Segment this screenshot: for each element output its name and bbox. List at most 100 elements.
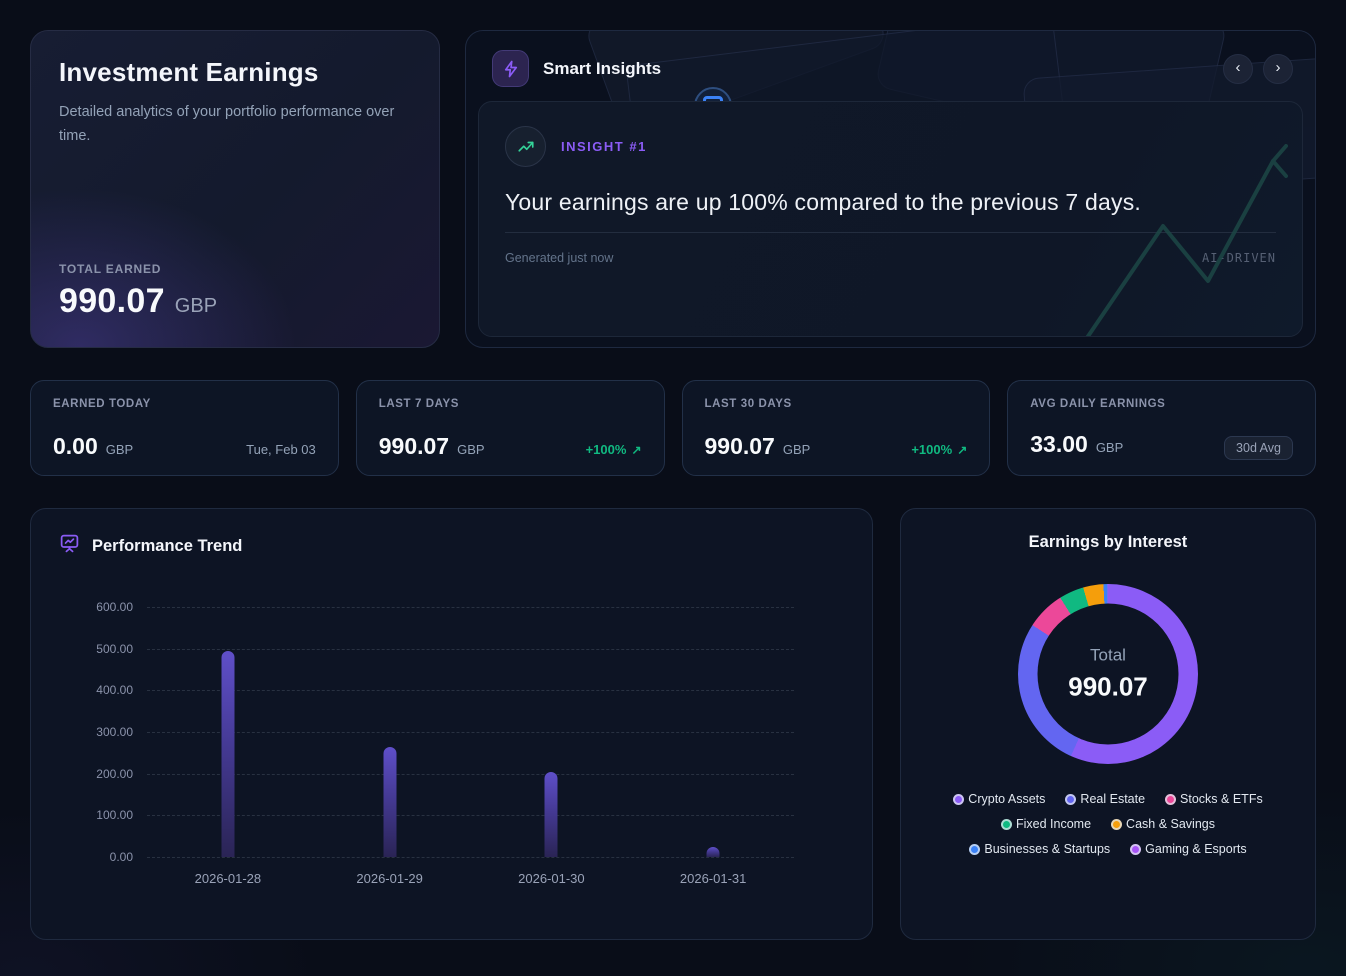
change-percent: +100% — [585, 442, 627, 457]
stat-card-last-7-days: LAST 7 DAYS 990.07 GBP +100% ↗ — [355, 380, 665, 476]
insight-head: INSIGHT #1 — [505, 126, 1276, 167]
top-row: Investment Earnings Detailed analytics o… — [30, 30, 1316, 348]
y-tick-label: 600.00 — [96, 600, 133, 614]
stat-label: LAST 30 DAYS — [704, 398, 792, 410]
bar-column — [147, 607, 309, 857]
y-tick-label: 500.00 — [96, 641, 133, 656]
stat-value: 990.07 — [378, 433, 450, 459]
legend-label: Cash & Savings — [1126, 817, 1215, 831]
total-earned-value-row: 990.07 GBP — [59, 282, 411, 321]
stat-card-avg-daily: AVG DAILY EARNINGS 33.00 GBP 30d Avg — [1007, 380, 1316, 476]
stat-change-positive: +100% ↗ — [586, 442, 642, 457]
gridline: 500.00 — [96, 642, 794, 656]
stat-change-positive: +100% ↗ — [911, 442, 967, 457]
chart-title: Performance Trend — [92, 536, 243, 555]
y-tick-label: 0.00 — [109, 850, 133, 864]
insights-header: Smart Insights ‹ › — [466, 31, 1315, 101]
insights-nav: ‹ › — [1223, 53, 1293, 84]
bar-column — [309, 607, 471, 857]
gridline: 200.00 — [96, 767, 794, 781]
stat-value-row: 990.07 GBP +100% ↗ — [379, 433, 642, 460]
legend-row: Fixed Income Cash & Savings — [1001, 817, 1215, 831]
stat-currency: GBP — [1095, 440, 1124, 455]
total-earned-block: TOTAL EARNED 990.07 GBP — [59, 262, 411, 321]
insight-headline: Your earnings are up 100% compared to th… — [505, 189, 1276, 233]
prev-insight-button[interactable]: ‹ — [1223, 53, 1253, 84]
y-tick-label: 300.00 — [96, 725, 133, 739]
legend-item-gaming-esports[interactable]: Gaming & Esports — [1130, 842, 1247, 856]
gridline: 600.00 — [96, 600, 794, 614]
change-percent: +100% — [911, 442, 953, 457]
stat-value: 33.00 — [1030, 431, 1088, 457]
stat-label: AVG DAILY EARNINGS — [1030, 398, 1166, 410]
chevron-right-icon: › — [1275, 59, 1281, 76]
performance-trend-card: Performance Trend 600.00 500.00 400.00 300.… — [30, 508, 873, 940]
deco-trend-line — [1085, 144, 1288, 336]
legend-label: Gaming & Esports — [1145, 842, 1247, 856]
avg-period-badge: 30d Avg — [1224, 436, 1293, 460]
legend-dot-icon — [1165, 793, 1177, 805]
donut-center-label: Total — [1090, 645, 1126, 665]
legend-item-businesses-startups[interactable]: Businesses & Startups — [969, 842, 1110, 856]
trend-up-arrow-icon: ↗ — [957, 442, 968, 457]
bar-columns — [147, 607, 794, 857]
total-earned-currency: GBP — [174, 295, 218, 317]
bar-chart-plot: 600.00 500.00 400.00 300.00 200.00 100.00 0.00 — [96, 600, 794, 864]
bar-column — [471, 607, 633, 857]
legend-item-crypto-assets[interactable]: Crypto Assets — [953, 792, 1045, 806]
legend-dot-icon — [969, 843, 981, 855]
total-earned-label: TOTAL EARNED — [59, 262, 162, 276]
presentation-chart-icon — [59, 533, 80, 559]
donut-center-value: 990.07 — [1068, 671, 1148, 702]
chevron-left-icon: ‹ — [1235, 59, 1241, 76]
insight-generated-time: Generated just now — [505, 251, 614, 265]
donut-center: Total 990.07 — [1037, 603, 1179, 745]
stat-value-row: 0.00 GBP Tue, Feb 03 — [53, 433, 316, 460]
legend-item-stocks-etfs[interactable]: Stocks & ETFs — [1165, 792, 1263, 806]
gridline: 100.00 — [96, 808, 794, 822]
gridline: 0.00 — [110, 850, 794, 864]
legend-row: Businesses & Startups Gaming & Esports — [969, 842, 1247, 856]
donut-chart: Total 990.07 — [1018, 584, 1198, 764]
stat-card-earned-today: EARNED TODAY 0.00 GBP Tue, Feb 03 — [30, 380, 339, 476]
legend-dot-icon — [1065, 793, 1077, 805]
stat-value-row: 990.07 GBP +100% ↗ — [705, 433, 968, 460]
legend-item-real-estate[interactable]: Real Estate — [1065, 792, 1145, 806]
legend-dot-icon — [953, 793, 965, 805]
chart-header: Performance Trend — [59, 533, 844, 559]
legend-dot-icon — [1130, 843, 1142, 855]
next-insight-button[interactable]: › — [1263, 53, 1293, 84]
gridline: 300.00 — [96, 725, 794, 739]
insight-panel: INSIGHT #1 Your earnings are up 100% com… — [478, 101, 1303, 337]
stat-currency: GBP — [782, 442, 811, 457]
trending-up-icon — [505, 126, 546, 167]
bar-2026-01-28 — [221, 650, 235, 857]
y-tick-label: 100.00 — [96, 808, 133, 823]
page-title: Investment Earnings — [59, 57, 319, 87]
legend-item-cash-savings[interactable]: Cash & Savings — [1111, 817, 1215, 831]
smart-insights-card: Smart Insights ‹ › INSIGHT #1 — [465, 30, 1316, 348]
stat-currency: GBP — [457, 442, 485, 457]
legend-label: Businesses & Startups — [984, 842, 1111, 856]
investment-earnings-card: Investment Earnings Detailed analytics o… — [30, 30, 440, 348]
stat-value-row: 33.00 GBP 30d Avg — [1030, 431, 1293, 460]
x-tick-label: 2026-01-31 — [679, 871, 747, 886]
legend-label: Crypto Assets — [968, 792, 1046, 806]
legend-item-fixed-income[interactable]: Fixed Income — [1001, 817, 1091, 831]
bar-2026-01-31 — [706, 846, 720, 857]
donut-legend: Crypto Assets Real Estate Stocks & ETFs Fix… — [953, 792, 1263, 856]
legend-label: Real Estate — [1080, 792, 1146, 806]
donut-chart-title: Earnings by Interest — [1028, 533, 1188, 551]
x-tick-label: 2026-01-28 — [194, 871, 262, 886]
stats-row: EARNED TODAY 0.00 GBP Tue, Feb 03 LAST 7… — [30, 380, 1316, 476]
gridline: 400.00 — [96, 683, 794, 697]
bar-column — [632, 607, 794, 857]
stat-value: 990.07 — [704, 433, 775, 459]
stat-label: EARNED TODAY — [53, 398, 151, 410]
stat-label: LAST 7 DAYS — [378, 398, 460, 410]
bar-2026-01-29 — [383, 746, 397, 857]
x-tick-label: 2026-01-29 — [356, 871, 423, 886]
legend-dot-icon — [1111, 818, 1123, 830]
insight-number-badge: INSIGHT #1 — [561, 139, 647, 154]
